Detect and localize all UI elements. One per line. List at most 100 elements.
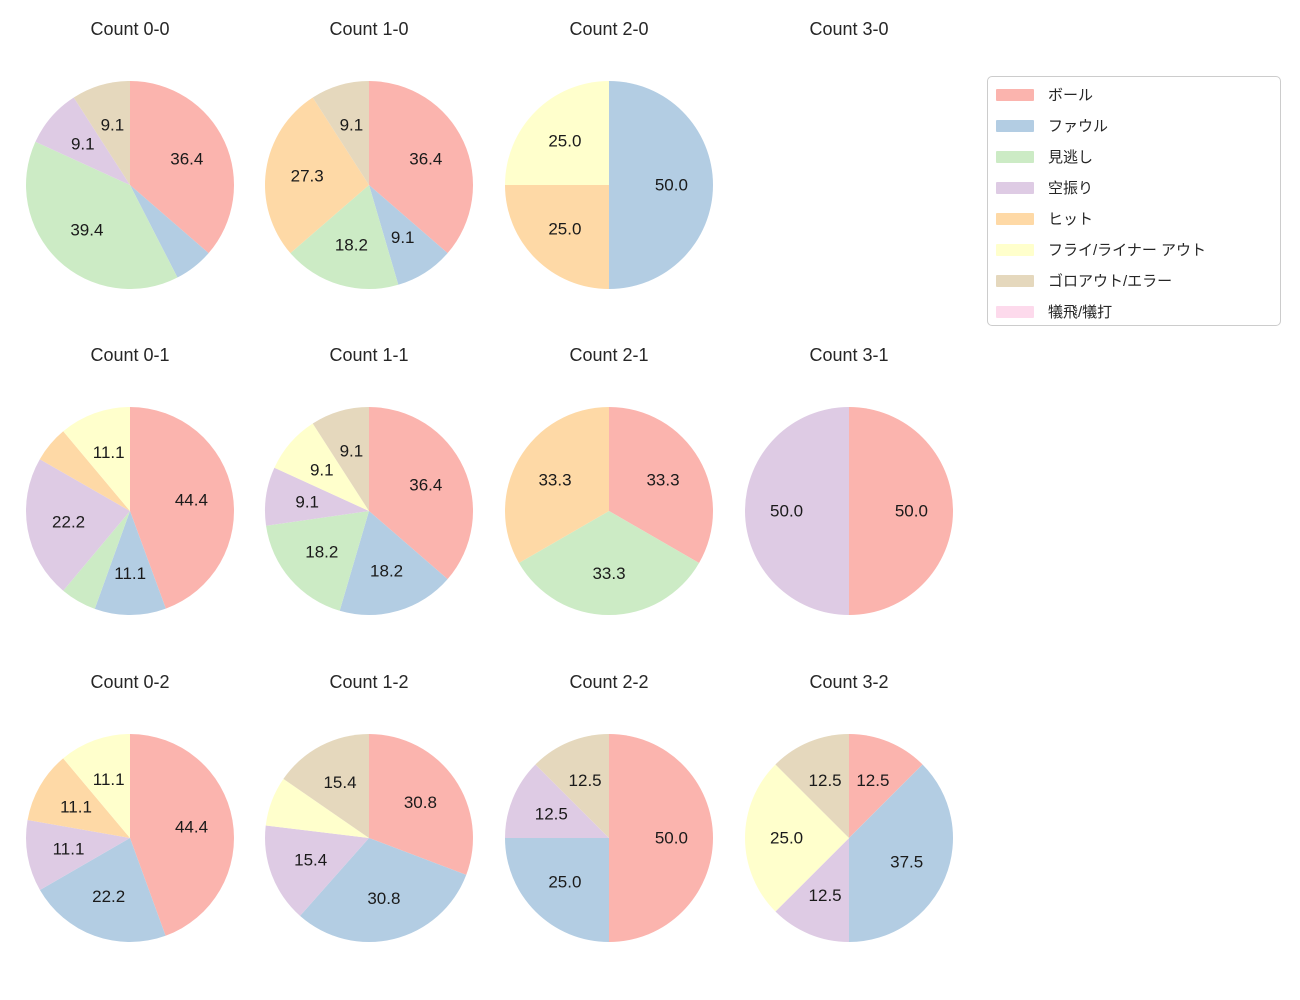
pie-slice-label: 36.4 — [409, 476, 442, 495]
legend-item: ヒット — [988, 203, 1280, 234]
pie-slice — [300, 838, 467, 942]
pie-slice — [849, 407, 953, 615]
legend-item: ファウル — [988, 110, 1280, 141]
pie-slice — [130, 81, 235, 254]
pie-slice-label: 11.1 — [93, 443, 125, 462]
pie-slice — [94, 511, 166, 615]
pie-count-2-0: 50.0 25.0 25.0 — [505, 81, 713, 289]
chart-title: Count 0-2 — [90, 672, 170, 692]
pie-slice-label: 27.3 — [291, 167, 324, 186]
pie-slice-label: 12.5 — [856, 771, 889, 790]
pie-count-1-2: 30.8 30.8 15.4 15.4 — [265, 734, 473, 942]
pie-slice — [505, 838, 609, 942]
legend-item: 犠飛/犠打 — [988, 296, 1280, 327]
pie-slice — [39, 838, 166, 943]
pie-count-2-2: 50.0 25.0 12.512.5 — [505, 734, 713, 942]
pie-slice-label: 9.1 — [295, 493, 319, 512]
legend-swatch — [996, 212, 1034, 225]
pie-slice-label: 22.2 — [92, 887, 125, 906]
pie-slice-label: 9.1 — [340, 116, 364, 135]
pie-slice-label: 25.0 — [548, 873, 581, 892]
chart-count-2-2: Count 2-2 50.0 25.0 12.5 12.5 — [489, 663, 729, 969]
legend-label: フライ/ライナー アウト — [1048, 242, 1207, 259]
pie-slice — [505, 764, 609, 838]
pie-count-3-2: 12.5 37.5 12.5 25.0 12.5 — [744, 734, 954, 942]
pie-slice — [505, 81, 609, 185]
pie-slice — [369, 734, 473, 875]
pie-slice — [27, 758, 130, 838]
pie-slice — [312, 81, 369, 185]
pie-slice-label: 11.1 — [53, 839, 85, 858]
legend-swatch — [996, 150, 1034, 163]
pie-slice-label: 22.2 — [52, 512, 85, 531]
pie-slice-label: 25.0 — [548, 220, 581, 239]
pie-slice — [609, 81, 713, 289]
chart-count-1-2: Count 1-2 30.8 30.8 15.4 15.4 — [249, 663, 489, 969]
pie-slice — [25, 819, 130, 890]
pie-slice — [266, 511, 369, 611]
pie-slice — [283, 734, 369, 838]
pie-slice — [265, 467, 369, 526]
pie-slice — [849, 734, 923, 838]
pie-slice — [339, 511, 448, 616]
pie-slice — [505, 185, 609, 289]
chart-title: Count 0-0 — [90, 19, 170, 39]
pie-slice — [535, 734, 609, 838]
pie-slice-label: 9.1 — [340, 442, 364, 461]
chart-count-3-1: Count 3-1 50.0 50.0 — [729, 336, 969, 642]
pie-slice-label: 9.1 — [101, 116, 125, 135]
pie-slice-label: 15.4 — [294, 851, 327, 870]
pie-count-3-1: 50.0 50.0 — [745, 407, 953, 615]
pie-slice-label: 12.5 — [569, 771, 602, 790]
pie-slice — [609, 407, 714, 563]
pie-count-1-0: 36.4 9.1 18.2 27.3 9.1 — [264, 81, 474, 290]
legend-label: ファウル — [1048, 118, 1109, 135]
pie-slice-label: 30.8 — [367, 889, 400, 908]
chart-count-1-0: Count 1-0 36.4 9.1 18.2 27.3 9.1 — [249, 10, 489, 316]
pie-slice-label: 50.0 — [655, 829, 688, 848]
legend-item: 見逃し — [988, 141, 1280, 172]
pie-slice — [745, 407, 849, 615]
pie-count-2-1: 33.3 33.3 33.3 — [504, 407, 714, 616]
pie-slice — [73, 81, 130, 185]
pie-slice-label: 18.2 — [305, 542, 338, 561]
pie-slice — [609, 734, 713, 942]
legend-label: 見逃し — [1048, 149, 1094, 166]
pie-slice — [25, 459, 130, 591]
pie-slice-label: 50.0 — [895, 502, 928, 521]
chart-count-3-2: Count 3-2 12.5 37.5 12.5 25.0 12.5 — [729, 663, 969, 969]
pie-slice-label: 36.4 — [409, 150, 442, 169]
pie-slice-label: 36.4 — [170, 150, 203, 169]
pie-slice — [290, 185, 399, 290]
pie-slice-label: 37.5 — [890, 852, 923, 871]
legend-swatch — [996, 305, 1034, 318]
pie-slice-label: 18.2 — [335, 235, 368, 254]
pie-slice-label: 18.2 — [370, 561, 403, 580]
pie-slice-label: 11.1 — [60, 797, 92, 816]
pie-slice — [775, 734, 849, 838]
legend-swatch — [996, 119, 1034, 132]
pie-slice — [35, 97, 130, 185]
pie-slice-label: 25.0 — [770, 829, 803, 848]
pie-slice — [264, 97, 369, 254]
pie-slice-label: 39.4 — [70, 221, 103, 240]
legend-label: ゴロアウト/エラー — [1048, 273, 1173, 290]
pie-slice — [775, 838, 849, 942]
legend-item: フライ/ライナー アウト — [988, 234, 1280, 265]
pie-slice — [39, 431, 130, 511]
pie-count-3-0 — [729, 10, 969, 316]
legend-swatch — [996, 181, 1034, 194]
pie-slice — [130, 185, 209, 278]
legend-swatch — [996, 88, 1034, 101]
pie-slice-label: 50.0 — [655, 176, 688, 195]
pie-slice-label: 33.3 — [646, 470, 679, 489]
chart-title: Count 2-2 — [569, 672, 649, 692]
pie-slice-label: 25.0 — [548, 131, 581, 150]
pie-slice-label: 33.3 — [592, 564, 625, 583]
pie-slice — [369, 185, 448, 285]
pie-slice-label: 33.3 — [538, 470, 571, 489]
chart-title: Count 1-0 — [329, 19, 409, 39]
chart-count-0-0: Count 0-0 36.4 39.4 9.1 9.1 — [10, 10, 250, 316]
pie-slice — [26, 141, 178, 289]
pie-slice — [369, 407, 474, 580]
